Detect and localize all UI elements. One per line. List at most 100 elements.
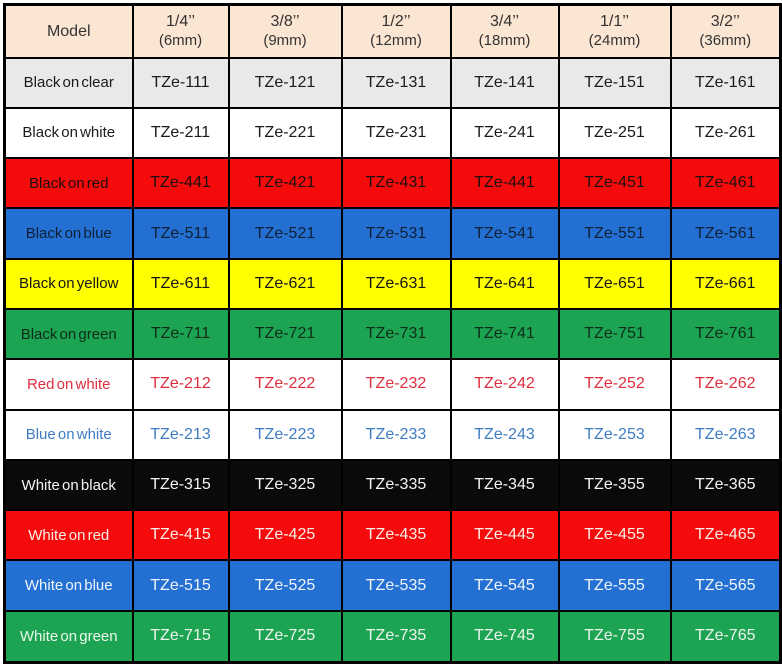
model-cell: TZe-263 (669, 408, 782, 461)
model-cell: TZe-611 (131, 257, 230, 310)
model-cell: TZe-561 (669, 207, 782, 260)
model-cell: TZe-461 (669, 157, 782, 210)
model-cell: TZe-511 (131, 207, 230, 260)
model-cell: TZe-251 (557, 106, 672, 160)
model-cell: TZe-242 (449, 358, 560, 411)
model-cell: TZe-261 (669, 106, 782, 160)
model-cell: TZe-761 (669, 307, 782, 361)
model-cell: TZe-515 (131, 559, 230, 612)
model-cell: TZe-223 (227, 408, 343, 461)
model-cell: TZe-345 (449, 458, 560, 512)
model-cell: TZe-555 (557, 559, 672, 612)
model-cell: TZe-765 (669, 609, 782, 664)
model-cell: TZe-232 (340, 358, 452, 411)
row-label: White on green (3, 609, 134, 664)
table-row: Black on red TZe-441 TZe-421 TZe-431 TZe… (3, 157, 782, 210)
header-col-36mm: 3/2’’ (36mm) (669, 3, 782, 59)
size-inch-label: 3/2’’ (710, 13, 740, 31)
header-model: Model (3, 3, 134, 59)
model-cell: TZe-535 (340, 559, 452, 612)
model-cell: TZe-435 (340, 509, 452, 562)
model-cell: TZe-151 (557, 56, 672, 109)
table-row: White on blue TZe-515 TZe-525 TZe-535 TZ… (3, 559, 782, 612)
model-cell: TZe-551 (557, 207, 672, 260)
model-cell: TZe-335 (340, 458, 452, 512)
size-inch-label: 1/4’’ (165, 13, 196, 31)
model-cell: TZe-231 (340, 106, 452, 160)
tape-model-table: Model 1/4’’ (6mm) 3/8’’ (9mm) 1/2’’ (12m… (3, 3, 782, 664)
header-col-9mm: 3/8’’ (9mm) (227, 3, 343, 59)
header-col-12mm: 1/2’’ (12mm) (340, 3, 452, 59)
header-col-6mm: 1/4’’ (6mm) (131, 3, 230, 59)
table-row: Black on yellow TZe-611 TZe-621 TZe-631 … (3, 257, 782, 310)
table-row: Black on clear TZe-111 TZe-121 TZe-131 T… (3, 56, 782, 109)
row-label: Black on white (3, 106, 134, 160)
size-mm-label: (36mm) (699, 32, 752, 50)
row-label: Blue on white (3, 408, 134, 461)
row-label: White on black (3, 458, 134, 512)
model-cell: TZe-355 (557, 458, 672, 512)
model-cell: TZe-441 (449, 157, 560, 210)
size-inch-label: 3/8’’ (270, 13, 300, 31)
model-cell: TZe-751 (557, 307, 672, 361)
row-label: Black on green (3, 307, 134, 361)
model-cell: TZe-641 (449, 257, 560, 310)
model-cell: TZe-725 (227, 609, 343, 664)
model-cell: TZe-531 (340, 207, 452, 260)
model-cell: TZe-262 (669, 358, 782, 411)
model-cell: TZe-212 (131, 358, 230, 411)
model-cell: TZe-365 (669, 458, 782, 512)
model-cell: TZe-243 (449, 408, 560, 461)
model-cell: TZe-741 (449, 307, 560, 361)
model-cell: TZe-715 (131, 609, 230, 664)
model-cell: TZe-425 (227, 509, 343, 562)
table-row: White on green TZe-715 TZe-725 TZe-735 T… (3, 609, 782, 664)
model-cell: TZe-521 (227, 207, 343, 260)
table-row: Black on green TZe-711 TZe-721 TZe-731 T… (3, 307, 782, 361)
model-cell: TZe-445 (449, 509, 560, 562)
model-cell: TZe-315 (131, 458, 230, 512)
header-row: Model 1/4’’ (6mm) 3/8’’ (9mm) 1/2’’ (12m… (3, 3, 782, 59)
model-cell: TZe-755 (557, 609, 672, 664)
row-label: White on red (3, 509, 134, 562)
row-label: Red on white (3, 358, 134, 411)
model-cell: TZe-161 (669, 56, 782, 109)
row-label: Black on yellow (3, 257, 134, 310)
model-cell: TZe-661 (669, 257, 782, 310)
model-cell: TZe-745 (449, 609, 560, 664)
size-mm-label: (12mm) (370, 32, 422, 50)
model-cell: TZe-233 (340, 408, 452, 461)
model-cell: TZe-253 (557, 408, 672, 461)
model-cell: TZe-252 (557, 358, 672, 411)
model-cell: TZe-221 (227, 106, 343, 160)
model-cell: TZe-711 (131, 307, 230, 361)
row-label: Black on red (3, 157, 134, 210)
model-cell: TZe-431 (340, 157, 452, 210)
model-cell: TZe-131 (340, 56, 452, 109)
model-cell: TZe-451 (557, 157, 672, 210)
header-col-24mm: 1/1’’ (24mm) (557, 3, 672, 59)
size-mm-label: (18mm) (478, 32, 531, 50)
row-label: Black on blue (3, 207, 134, 260)
model-cell: TZe-421 (227, 157, 343, 210)
table-row: Blue on white TZe-213 TZe-223 TZe-233 TZ… (3, 408, 782, 461)
model-cell: TZe-415 (131, 509, 230, 562)
model-cell: TZe-631 (340, 257, 452, 310)
model-cell: TZe-211 (131, 106, 230, 160)
model-cell: TZe-731 (340, 307, 452, 361)
model-cell: TZe-651 (557, 257, 672, 310)
size-mm-label: (6mm) (158, 32, 203, 50)
table-row: White on black TZe-315 TZe-325 TZe-335 T… (3, 458, 782, 512)
table-row: Red on white TZe-212 TZe-222 TZe-232 TZe… (3, 358, 782, 411)
size-inch-label: 1/2’’ (381, 13, 411, 31)
model-cell: TZe-141 (449, 56, 560, 109)
table-row: White on red TZe-415 TZe-425 TZe-435 TZe… (3, 509, 782, 562)
model-cell: TZe-111 (131, 56, 230, 109)
model-cell: TZe-241 (449, 106, 560, 160)
table-body: Black on clear TZe-111 TZe-121 TZe-131 T… (3, 56, 782, 664)
table-row: Black on white TZe-211 TZe-221 TZe-231 T… (3, 106, 782, 160)
model-cell: TZe-735 (340, 609, 452, 664)
model-cell: TZe-325 (227, 458, 343, 512)
model-cell: TZe-525 (227, 559, 343, 612)
model-cell: TZe-721 (227, 307, 343, 361)
